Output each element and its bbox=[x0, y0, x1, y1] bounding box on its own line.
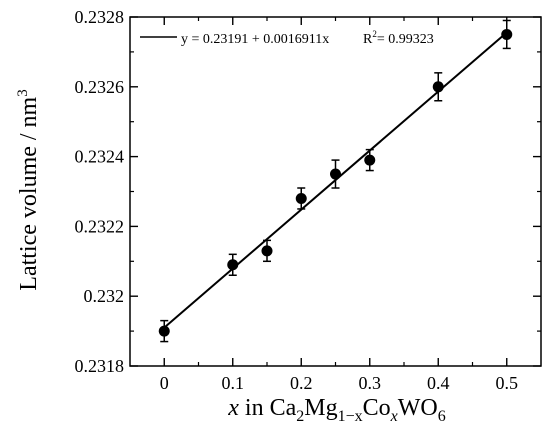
legend: y = 0.23191 + 0.0016911x R2= 0.99323 bbox=[140, 29, 434, 47]
data-point bbox=[501, 28, 513, 40]
data-point bbox=[364, 154, 376, 166]
y-axis-title: Lattice volume / nm3 bbox=[15, 89, 42, 290]
data-point bbox=[158, 325, 170, 337]
x-tick-label: 0.2 bbox=[290, 373, 313, 393]
x-tick-label: 0 bbox=[160, 373, 169, 393]
legend-equation: y = 0.23191 + 0.0016911x bbox=[181, 32, 329, 47]
x-tick-label: 0.3 bbox=[359, 373, 382, 393]
data-point bbox=[330, 168, 341, 180]
y-tick-label: 0.2324 bbox=[75, 147, 125, 167]
data-point bbox=[227, 259, 239, 271]
x-tick-label: 0.5 bbox=[496, 373, 519, 393]
minor-ticks bbox=[130, 17, 541, 366]
y-tick-label: 0.2328 bbox=[75, 7, 125, 27]
x-axis-title: x in Ca2Mg1−xCoxWO6 bbox=[227, 395, 445, 425]
major-ticks bbox=[130, 16, 541, 367]
legend-r2: R2= 0.99323 bbox=[363, 29, 434, 47]
y-tick-label: 0.2326 bbox=[75, 77, 125, 97]
x-tick-label: 0.4 bbox=[427, 373, 450, 393]
y-tick-label: 0.2322 bbox=[75, 216, 125, 236]
data-point bbox=[432, 81, 444, 93]
error-bars bbox=[160, 19, 511, 343]
data-point bbox=[295, 192, 307, 204]
data-point bbox=[261, 245, 273, 257]
x-tick-label: 0.1 bbox=[222, 373, 245, 393]
x-tick-labels: 0 0.1 0.2 0.3 0.4 0.5 bbox=[160, 373, 518, 393]
y-tick-labels: 0.2318 0.232 0.2322 0.2324 0.2326 0.2328 bbox=[75, 7, 125, 376]
data-points bbox=[158, 28, 513, 337]
plot-frame bbox=[129, 16, 542, 367]
y-tick-label: 0.2318 bbox=[75, 356, 125, 376]
y-tick-label: 0.232 bbox=[84, 286, 125, 306]
